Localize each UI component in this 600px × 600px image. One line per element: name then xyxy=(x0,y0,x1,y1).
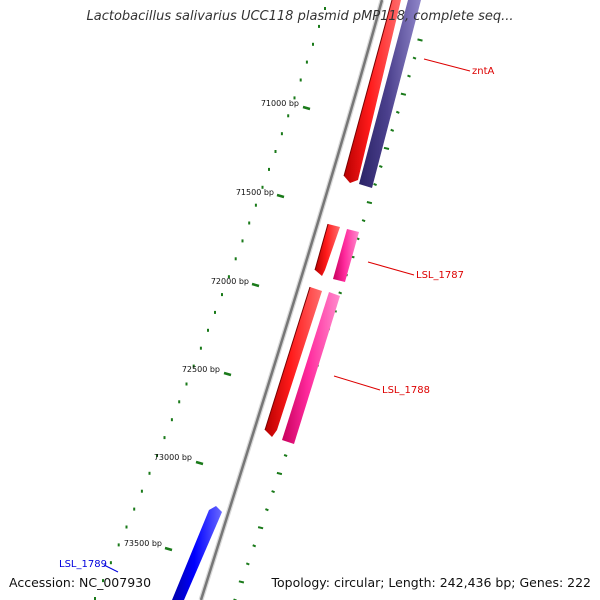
plasmid-backbone-line xyxy=(199,0,384,600)
position-ticks xyxy=(164,105,311,552)
zntA-leader xyxy=(423,58,471,72)
gene-label-LSL_1789[interactable]: LSL_1789 xyxy=(59,559,107,570)
tick-label-71000: 71000 bp xyxy=(261,99,299,108)
accession-label: Accession: NC_007930 xyxy=(9,575,152,590)
topology-label: Topology: circular; Length: 242,436 bp; … xyxy=(271,575,592,590)
cds-zntA-outer[interactable] xyxy=(359,0,421,188)
gene-label-LSL_1788[interactable]: LSL_1788 xyxy=(382,385,430,396)
position-tick-labels: 71000 bp 71500 bp 72000 bp 72500 bp 7300… xyxy=(124,99,299,548)
cds-forward-LSL_1788[interactable] xyxy=(264,286,322,437)
cds-LSL_1789[interactable] xyxy=(172,506,222,600)
LSL_1788-leader xyxy=(333,375,381,391)
tick-label-72000: 72000 bp xyxy=(211,277,249,286)
cds-reverse-LSL_1787[interactable] xyxy=(333,229,359,282)
tick-label-73500: 73500 bp xyxy=(124,539,162,548)
LSL_1789-leader xyxy=(103,564,119,573)
gene-label-zntA[interactable]: zntA xyxy=(472,66,495,77)
tick-label-71500: 71500 bp xyxy=(236,188,274,197)
map-title: Lactobacillus salivarius UCC118 plasmid … xyxy=(86,9,514,24)
cds-forward-LSL_1787[interactable] xyxy=(314,223,340,276)
tick-label-72500: 72500 bp xyxy=(182,365,220,374)
gene-label-LSL_1787[interactable]: LSL_1787 xyxy=(416,270,464,281)
gc-content-ring xyxy=(94,7,326,600)
cds-reverse-LSL_1788[interactable] xyxy=(282,292,340,444)
cds-forward-zntA[interactable] xyxy=(343,0,401,183)
tick-label-73000: 73000 bp xyxy=(154,453,192,462)
LSL_1787-leader xyxy=(367,261,415,276)
